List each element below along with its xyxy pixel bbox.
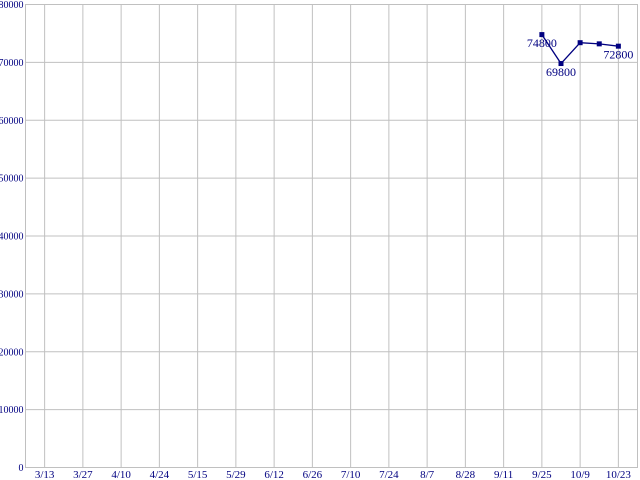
data-point-label: 69800 bbox=[546, 65, 576, 79]
x-axis-tick-label: 8/7 bbox=[420, 469, 435, 480]
y-axis-tick-label: 80000 bbox=[0, 0, 24, 11]
x-axis-tick-label: 10/9 bbox=[570, 469, 590, 480]
data-point-label: 72800 bbox=[603, 48, 633, 62]
data-point-marker bbox=[596, 41, 602, 47]
x-axis-tick-label: 3/13 bbox=[35, 469, 55, 480]
y-axis-tick-label: 60000 bbox=[0, 116, 24, 127]
x-axis-tick-label: 4/24 bbox=[150, 469, 170, 480]
data-point-marker bbox=[558, 61, 564, 67]
plot-frame bbox=[25, 4, 638, 468]
data-point-label: 74800 bbox=[527, 36, 557, 50]
x-axis-tick-label: 9/25 bbox=[532, 469, 552, 480]
x-axis-tick-label: 4/10 bbox=[111, 469, 131, 480]
y-axis-tick-label: 10000 bbox=[0, 405, 24, 416]
y-axis-tick-label: 40000 bbox=[0, 232, 24, 243]
x-axis-tick-label: 7/24 bbox=[379, 469, 399, 480]
x-axis-tick-label: 3/27 bbox=[73, 469, 93, 480]
x-axis-tick-label: 6/12 bbox=[264, 469, 284, 480]
x-axis-tick-label: 7/10 bbox=[341, 469, 361, 480]
data-point-marker bbox=[615, 43, 621, 49]
x-axis-tick-label: 5/15 bbox=[188, 469, 208, 480]
y-axis-tick-label: 30000 bbox=[0, 289, 24, 300]
y-axis-tick-label: 70000 bbox=[0, 58, 24, 69]
data-point-marker bbox=[577, 40, 583, 46]
data-point-marker bbox=[539, 32, 545, 38]
x-axis-tick-label: 6/26 bbox=[303, 469, 323, 480]
y-axis-tick-label: 0 bbox=[19, 463, 24, 474]
x-axis-tick-label: 9/11 bbox=[494, 469, 513, 480]
y-axis-tick-label: 20000 bbox=[0, 347, 24, 358]
y-axis-tick-label: 50000 bbox=[0, 174, 24, 185]
x-axis-tick-label: 5/29 bbox=[226, 469, 246, 480]
x-axis-tick-label: 8/28 bbox=[456, 469, 476, 480]
x-axis-tick-label: 10/23 bbox=[606, 469, 632, 480]
